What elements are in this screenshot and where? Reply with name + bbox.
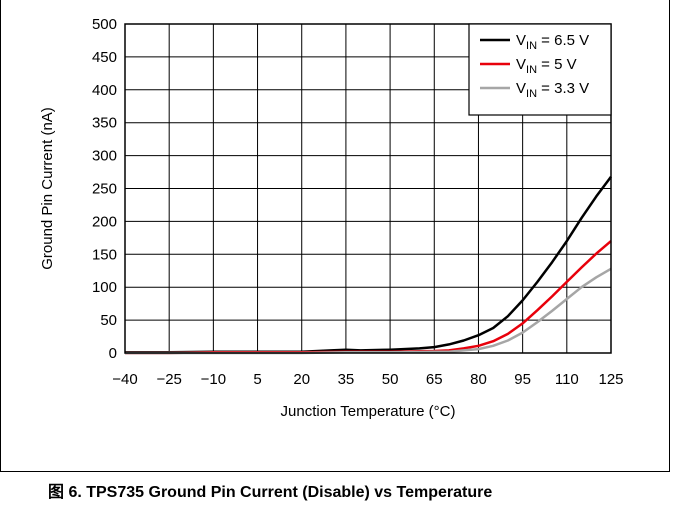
legend-entry-label: VIN = 3.3 V (516, 80, 589, 100)
plot-area-border (124, 23, 612, 354)
x-tick-label: 35 (338, 371, 355, 388)
y-tick-label: 450 (92, 49, 117, 66)
x-tick-label: −40 (112, 371, 137, 388)
y-tick-label: 150 (92, 246, 117, 263)
series-lines (125, 175, 613, 355)
x-tick-label: 80 (470, 371, 487, 388)
x-tick-label: 125 (598, 371, 623, 388)
series-line (125, 175, 613, 354)
y-tick-label: 200 (92, 213, 117, 230)
y-tick-label: 350 (92, 115, 117, 132)
x-tick-label: 110 (555, 371, 579, 388)
y-axis-label: Ground Pin Current (nA) (39, 107, 56, 270)
y-tick-label: 500 (92, 16, 117, 33)
y-tick-label: 400 (92, 82, 117, 99)
x-tick-label: 95 (514, 371, 531, 388)
x-tick-label: −25 (156, 371, 181, 388)
x-tick-labels: −40 −25 −10 5 20 35 50 65 80 95 110 125 (112, 371, 623, 388)
y-tick-label: 250 (92, 181, 117, 198)
frame-left-border (0, 0, 1, 472)
y-tick-label: 300 (92, 148, 117, 165)
y-tick-label: 0 (109, 345, 117, 362)
y-tick-labels: 0 50 100 150 200 250 300 350 400 450 500 (92, 16, 117, 362)
y-tick-label: 50 (100, 312, 117, 329)
x-axis-label: Junction Temperature (°C) (281, 403, 456, 420)
legend: VIN = 6.5 V VIN = 5 V VIN = 3.3 V (468, 23, 612, 116)
x-tick-label: −10 (201, 371, 226, 388)
y-tick-label: 100 (92, 279, 117, 296)
figure-caption-text: 图 6. TPS735 Ground Pin Current (Disable)… (48, 484, 493, 501)
figure-caption: 图 6. TPS735 Ground Pin Current (Disable)… (48, 478, 492, 502)
frame-bottom-border (0, 471, 670, 472)
x-tick-label: 20 (293, 371, 310, 388)
line-chart: 0 50 100 150 200 250 300 350 400 450 500 −40 −25 −10… (39, 16, 624, 420)
x-tick-label: 5 (253, 371, 261, 388)
frame-right-border (669, 0, 670, 472)
legend-entry-label: VIN = 5 V (516, 56, 577, 76)
legend-entry-label: VIN = 6.5 V (516, 32, 589, 52)
series-line (125, 240, 612, 355)
x-tick-label: 50 (382, 371, 399, 388)
x-tick-label: 65 (426, 371, 443, 388)
